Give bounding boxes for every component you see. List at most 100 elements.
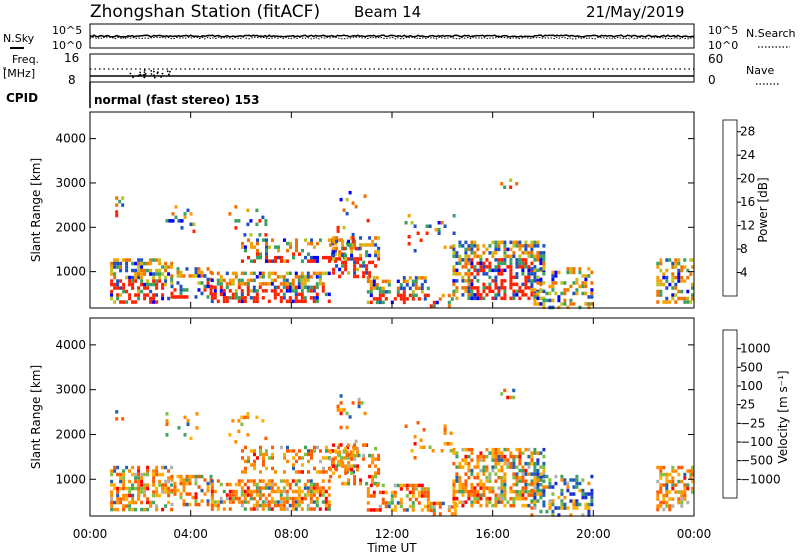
velocity-cell: [668, 479, 672, 484]
power-cell: [470, 244, 474, 248]
velocity-cell: [143, 507, 147, 512]
power-cell: [146, 286, 150, 290]
power-cell: [500, 286, 504, 290]
velocity-cell: [282, 489, 286, 494]
power-cell: [186, 208, 190, 213]
power-cell: [375, 276, 379, 280]
velocity-cell: [527, 493, 531, 497]
power-cell: [301, 248, 304, 253]
power-cell: [276, 292, 280, 297]
velocity-cell: [662, 483, 666, 487]
nave-point: [144, 73, 146, 76]
velocity-cell: [536, 468, 540, 473]
velocity-cell: [590, 488, 594, 493]
velocity-cell: [371, 481, 375, 486]
velocity-cell: [488, 486, 492, 490]
velocity-cell: [329, 474, 333, 479]
velocity-cell: [210, 493, 214, 497]
velocity-cell: [234, 496, 238, 501]
velocity-cell: [560, 478, 564, 482]
velocity-cell: [188, 478, 192, 482]
velocity-cell: [405, 483, 409, 488]
power-cell: [359, 243, 363, 247]
power-cell: [265, 241, 268, 246]
velocity-cell: [476, 493, 480, 497]
power-cell: [161, 293, 165, 297]
velocity-cell: [506, 458, 510, 462]
power-cell: [524, 258, 528, 262]
velocity-cell: [377, 481, 381, 486]
velocity-cell: [353, 474, 357, 479]
power-cell: [536, 254, 540, 259]
power-cell: [572, 281, 576, 285]
velocity-cell: [470, 482, 474, 487]
velocity-cell: [182, 488, 186, 493]
velocity-cell: [237, 419, 241, 423]
velocity-cell: [432, 508, 436, 513]
velocity-cell: [246, 486, 250, 490]
velocity-cell: [341, 481, 345, 486]
power-cell: [378, 290, 382, 294]
power-cell: [423, 279, 427, 284]
power-cell: [259, 255, 262, 260]
power-cell: [464, 254, 468, 259]
power-cell: [110, 296, 114, 301]
power-cell: [452, 251, 456, 255]
velocity-cell: [656, 504, 660, 508]
power-cell: [213, 289, 217, 293]
velocity-cell: [527, 465, 531, 469]
velocity-cell: [297, 500, 301, 504]
power-cell: [234, 275, 238, 279]
velocity-cell: [399, 483, 403, 488]
velocity-cell: [259, 470, 262, 474]
power-cell: [253, 245, 256, 249]
velocity-cell: [668, 490, 672, 494]
velocity-cell: [566, 506, 570, 510]
velocity-cell: [542, 461, 546, 466]
velocity-cell: [500, 475, 504, 480]
velocity-cell: [405, 487, 409, 491]
power-cell: [354, 204, 358, 209]
power-cell: [265, 248, 268, 253]
velocity-cell: [482, 472, 486, 476]
power-cell: [334, 259, 337, 263]
time-tick-label: 12:00: [375, 527, 410, 541]
power-cell: [304, 255, 307, 260]
power-cell: [503, 289, 507, 294]
power-cell: [665, 286, 669, 290]
velocity-cell: [113, 465, 117, 470]
power-cell: [258, 233, 262, 237]
power-cell: [115, 210, 119, 214]
velocity-cell: [464, 486, 468, 490]
velocity-cell: [122, 469, 126, 473]
power-cell: [282, 285, 286, 290]
power-cell: [524, 251, 528, 255]
velocity-cell: [313, 445, 316, 450]
power-cell: [318, 271, 322, 276]
power-cell: [306, 275, 310, 279]
velocity-cell: [413, 435, 417, 439]
velocity-cell: [304, 452, 307, 457]
power-cell: [494, 286, 498, 290]
velocity-cell: [464, 479, 468, 483]
velocity-cell: [186, 422, 190, 427]
power-cell: [244, 248, 247, 253]
velocity-cell: [378, 504, 382, 509]
velocity-cell: [346, 470, 349, 474]
power-cell: [250, 245, 253, 249]
velocity-cell: [324, 496, 328, 501]
power-cell: [210, 299, 214, 304]
velocity-cell: [345, 411, 349, 416]
velocity-cell: [414, 483, 418, 488]
velocity-cell: [691, 465, 694, 470]
velocity-cell: [188, 474, 192, 479]
velocity-cell: [240, 479, 244, 483]
power-cell: [417, 276, 421, 280]
velocity-cell: [677, 479, 681, 484]
velocity-cell: [677, 490, 681, 494]
power-cell: [185, 267, 189, 271]
velocity-cell: [122, 483, 126, 487]
velocity-cell: [344, 464, 348, 468]
power-cell: [312, 285, 316, 290]
power-cell: [158, 279, 162, 283]
